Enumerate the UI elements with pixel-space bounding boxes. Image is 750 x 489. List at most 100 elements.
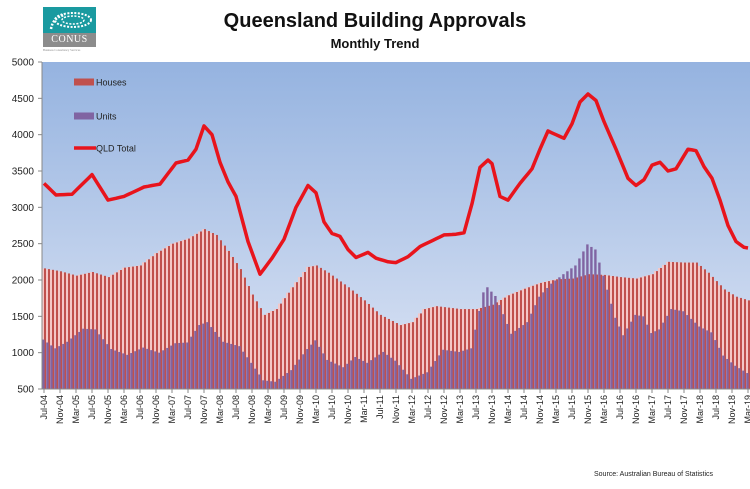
houses-bar-shade — [226, 250, 228, 389]
houses-bar — [156, 253, 158, 389]
units-bar — [314, 340, 317, 389]
x-tick-label: Jul-13 — [471, 395, 481, 420]
x-tick-label: Jul-04 — [39, 395, 49, 420]
houses-bar — [516, 291, 518, 389]
chart-title: Queensland Building Approvals — [223, 10, 527, 32]
units-bar — [222, 341, 225, 389]
houses-bar-shade — [162, 248, 164, 389]
units-bar — [102, 339, 105, 389]
houses-bar-shade — [730, 294, 732, 389]
houses-bar — [312, 266, 314, 389]
houses-bar — [400, 325, 402, 389]
units-bar — [386, 354, 389, 389]
units-bar — [690, 318, 693, 389]
houses-bar-shade — [286, 292, 288, 389]
houses-bar-shade — [658, 268, 660, 389]
units-bar — [538, 296, 541, 389]
houses-bar — [512, 293, 514, 389]
houses-bar — [548, 281, 550, 389]
units-bar — [734, 365, 737, 389]
houses-bar — [668, 261, 670, 389]
x-tick-label: Jul-06 — [135, 395, 145, 420]
houses-bar — [228, 250, 230, 389]
houses-bar-shade — [726, 291, 728, 389]
houses-bar-shade — [438, 306, 440, 389]
units-bar — [182, 342, 185, 389]
houses-bar — [348, 287, 350, 389]
houses-bar — [616, 276, 618, 389]
houses-bar-shade — [242, 277, 244, 389]
houses-bar — [468, 309, 470, 389]
units-bar — [78, 331, 81, 389]
units-bar — [174, 343, 177, 389]
y-tick-label: 3500 — [12, 167, 35, 178]
houses-bar-shade — [466, 309, 468, 389]
houses-bar — [80, 274, 82, 389]
houses-bar — [584, 275, 586, 389]
units-bar — [362, 360, 365, 389]
houses-bar-shade — [170, 243, 172, 389]
units-bar — [446, 350, 449, 389]
houses-bar — [52, 269, 54, 389]
houses-bar — [572, 278, 574, 389]
houses-bar — [420, 313, 422, 389]
houses-bar — [264, 314, 266, 389]
units-bar — [238, 346, 241, 389]
houses-bar — [292, 287, 294, 389]
units-bar — [374, 357, 377, 389]
houses-bar — [332, 275, 334, 389]
units-bar — [454, 351, 457, 389]
houses-bar-shade — [230, 256, 232, 389]
units-bar — [582, 251, 585, 389]
units-bar — [450, 350, 453, 389]
units-bar — [694, 322, 697, 389]
houses-bar — [492, 304, 494, 389]
units-bar — [242, 351, 245, 389]
units-bar — [682, 311, 685, 389]
houses-bar-shade — [330, 275, 332, 389]
houses-bar-shade — [102, 275, 104, 389]
houses-bar-shade — [306, 266, 308, 389]
houses-bar-shade — [298, 277, 300, 389]
houses-bar-shade — [134, 266, 136, 389]
houses-bar — [96, 273, 98, 389]
units-bar — [206, 322, 209, 389]
houses-bar — [660, 268, 662, 389]
units-bar — [190, 336, 193, 389]
units-bar — [162, 350, 165, 389]
houses-bar-shade — [214, 234, 216, 389]
houses-bar-shade — [342, 284, 344, 389]
houses-bar — [680, 262, 682, 389]
houses-bar — [356, 293, 358, 389]
houses-bar-shade — [358, 297, 360, 389]
x-tick-label: Mar-08 — [215, 395, 225, 424]
units-bar — [522, 325, 525, 389]
y-tick-label: 2500 — [12, 239, 35, 250]
houses-bar — [620, 277, 622, 389]
houses-bar — [176, 242, 178, 389]
x-tick-label: Nov-12 — [439, 395, 449, 424]
houses-bar — [300, 277, 302, 389]
units-bar — [86, 328, 89, 389]
units-bar — [158, 352, 161, 389]
houses-bar — [580, 276, 582, 389]
units-bar — [458, 351, 461, 389]
units-bar — [554, 280, 557, 389]
units-bar — [310, 344, 313, 389]
units-bar — [510, 333, 513, 389]
houses-bar — [716, 281, 718, 389]
houses-bar — [724, 289, 726, 389]
units-bar — [702, 328, 705, 389]
units-bar — [214, 331, 217, 389]
units-bar — [530, 313, 533, 389]
units-bar — [514, 330, 517, 389]
houses-bar-shade — [278, 303, 280, 389]
houses-bar-shade — [418, 313, 420, 389]
houses-bar — [712, 276, 714, 389]
houses-bar-shade — [622, 277, 624, 389]
units-bar — [442, 349, 445, 389]
houses-bar — [484, 306, 486, 389]
units-bar — [90, 329, 93, 389]
x-tick-label: Mar-12 — [407, 395, 417, 424]
y-tick-label: 2000 — [12, 276, 35, 287]
